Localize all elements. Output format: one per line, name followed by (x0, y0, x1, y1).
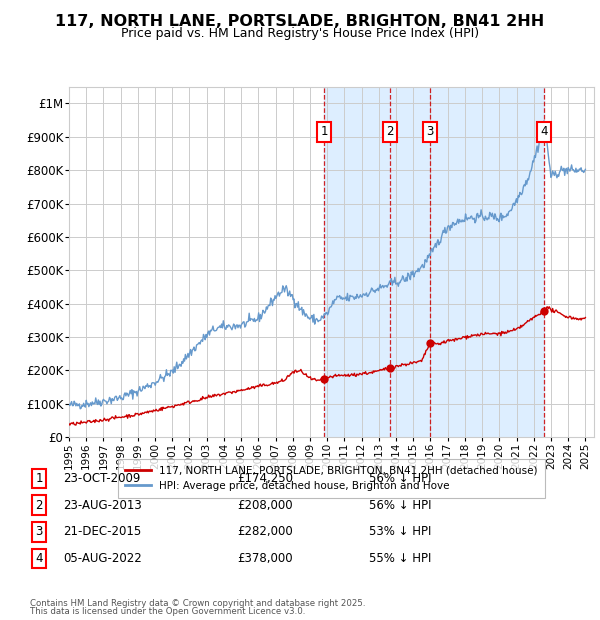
Text: 1: 1 (320, 125, 328, 138)
Text: £378,000: £378,000 (237, 552, 293, 565)
Text: 4: 4 (35, 552, 43, 565)
Text: 23-AUG-2013: 23-AUG-2013 (63, 499, 142, 511)
Text: £208,000: £208,000 (237, 499, 293, 511)
Text: 3: 3 (35, 526, 43, 538)
Text: Price paid vs. HM Land Registry's House Price Index (HPI): Price paid vs. HM Land Registry's House … (121, 27, 479, 40)
Text: £174,250: £174,250 (237, 472, 293, 485)
Text: 53% ↓ HPI: 53% ↓ HPI (369, 526, 431, 538)
Legend: 117, NORTH LANE, PORTSLADE, BRIGHTON, BN41 2HH (detached house), HPI: Average pr: 117, NORTH LANE, PORTSLADE, BRIGHTON, BN… (118, 459, 545, 498)
Text: 4: 4 (540, 125, 548, 138)
Text: 117, NORTH LANE, PORTSLADE, BRIGHTON, BN41 2HH: 117, NORTH LANE, PORTSLADE, BRIGHTON, BN… (55, 14, 545, 29)
Text: Contains HM Land Registry data © Crown copyright and database right 2025.: Contains HM Land Registry data © Crown c… (30, 598, 365, 608)
Text: This data is licensed under the Open Government Licence v3.0.: This data is licensed under the Open Gov… (30, 607, 305, 616)
Text: £282,000: £282,000 (237, 526, 293, 538)
Text: 21-DEC-2015: 21-DEC-2015 (63, 526, 141, 538)
Bar (324, 87, 544, 437)
Text: 05-AUG-2022: 05-AUG-2022 (63, 552, 142, 565)
Text: 55% ↓ HPI: 55% ↓ HPI (369, 552, 431, 565)
Text: 56% ↓ HPI: 56% ↓ HPI (369, 499, 431, 511)
Text: 56% ↓ HPI: 56% ↓ HPI (369, 472, 431, 485)
Text: 2: 2 (35, 499, 43, 511)
Text: 2: 2 (386, 125, 394, 138)
Text: 23-OCT-2009: 23-OCT-2009 (63, 472, 140, 485)
Text: 1: 1 (35, 472, 43, 485)
Text: 3: 3 (426, 125, 434, 138)
